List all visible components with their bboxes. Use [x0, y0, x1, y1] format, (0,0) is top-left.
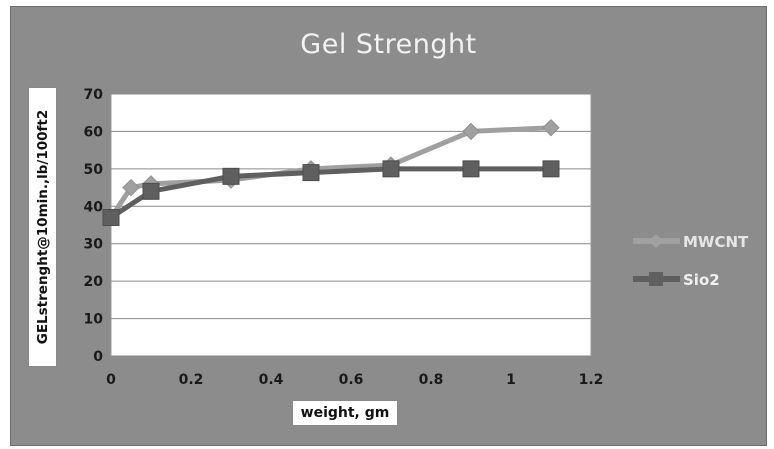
data-point: [542, 160, 560, 178]
x-tick-label: 0.6: [339, 372, 364, 388]
y-tick-label: 20: [84, 274, 104, 290]
x-tick-labels: 0 0.2 0.4 0.6 0.8 1 1.2: [106, 372, 603, 388]
legend-item-sio2: Sio2: [633, 271, 720, 289]
x-tick-label: 0.2: [179, 372, 204, 388]
y-axis-label-box: GELstrenght@10min.,lb/100ft2: [28, 87, 57, 367]
data-point: [142, 182, 160, 200]
legend-label: Sio2: [683, 271, 720, 289]
x-tick-label: 1.2: [579, 372, 604, 388]
data-point: [122, 178, 140, 197]
plot-area: [110, 93, 592, 357]
x-tick-label: 0.8: [419, 372, 444, 388]
chart-title: Gel Strenght: [300, 29, 477, 60]
data-point: [542, 118, 560, 137]
y-tick-label: 60: [84, 124, 104, 140]
data-point: [302, 164, 320, 182]
y-tick-label: 70: [84, 87, 104, 103]
legend-label: MWCNT: [683, 233, 749, 251]
legend-item-mwcnt: MWCNT: [633, 233, 749, 251]
data-point: [462, 122, 480, 141]
x-tick-label: 0.4: [259, 372, 284, 388]
y-tick-labels: 0 10 20 30 40 50 60 70: [84, 87, 104, 365]
y-tick-label: 30: [84, 237, 104, 253]
x-tick-label: 0: [106, 372, 116, 388]
y-axis-label: GELstrenght@10min.,lb/100ft2: [34, 109, 51, 345]
y-tick-label: 10: [84, 312, 104, 328]
data-point: [462, 160, 480, 178]
series-sio2: [102, 160, 560, 227]
x-tick-label: 1: [506, 372, 516, 388]
y-tick-label: 40: [84, 199, 104, 215]
legend-marker: [649, 272, 663, 286]
legend-marker: [649, 234, 663, 248]
legend: MWCNT Sio2: [633, 233, 749, 289]
y-tick-label: 50: [84, 162, 104, 178]
data-point: [222, 167, 240, 185]
x-axis-label: weight, gm: [292, 400, 398, 426]
y-tick-label: 0: [93, 349, 103, 365]
data-point: [382, 160, 400, 178]
data-point: [102, 209, 120, 227]
series-layer: [102, 118, 560, 227]
